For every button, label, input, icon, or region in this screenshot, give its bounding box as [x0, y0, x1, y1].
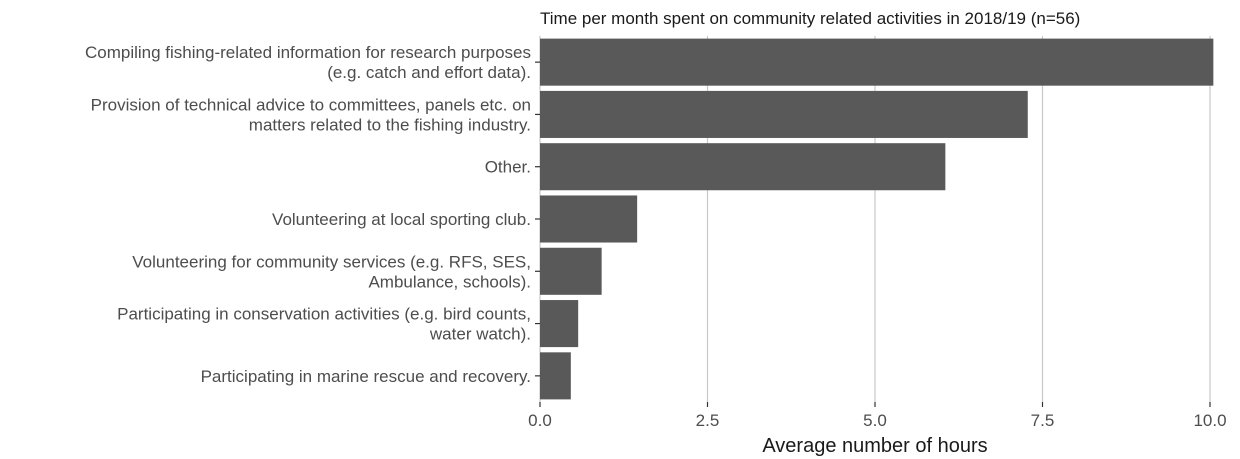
- bar: [540, 247, 602, 295]
- category-label: matters related to the fishing industry.: [249, 115, 531, 134]
- bar: [540, 38, 1214, 86]
- category-label: Ambulance, schools).: [368, 272, 531, 291]
- bar: [540, 352, 571, 400]
- bar: [540, 300, 579, 348]
- bar: [540, 90, 1028, 138]
- category-label: Provision of technical advice to committ…: [91, 95, 531, 114]
- bars: [540, 38, 1214, 400]
- x-tick-label: 10.0: [1193, 411, 1226, 430]
- x-tick-label: 0.0: [528, 411, 552, 430]
- category-label: Compiling fishing-related information fo…: [85, 43, 531, 62]
- category-label: Participating in conservation activities…: [117, 305, 531, 324]
- x-tick-label: 7.5: [1031, 411, 1055, 430]
- category-label: Volunteering for community services (e.g…: [132, 252, 531, 271]
- x-axis-ticks: 0.0 2.5 5.0 7.5 10.0: [528, 402, 1227, 430]
- x-axis-title: Average number of hours: [762, 435, 987, 457]
- category-labels: Compiling fishing-related information fo…: [85, 43, 540, 386]
- category-label: (e.g. catch and effort data).: [327, 63, 531, 82]
- category-label: Volunteering at local sporting club.: [272, 210, 531, 229]
- chart-title: Time per month spent on community relate…: [540, 9, 1080, 28]
- x-tick-label: 2.5: [696, 411, 720, 430]
- x-tick-label: 5.0: [863, 411, 887, 430]
- category-label: Other.: [485, 158, 531, 177]
- category-label: Participating in marine rescue and recov…: [201, 367, 531, 386]
- category-label: water watch).: [429, 325, 531, 344]
- bar: [540, 143, 946, 191]
- bar: [540, 195, 638, 243]
